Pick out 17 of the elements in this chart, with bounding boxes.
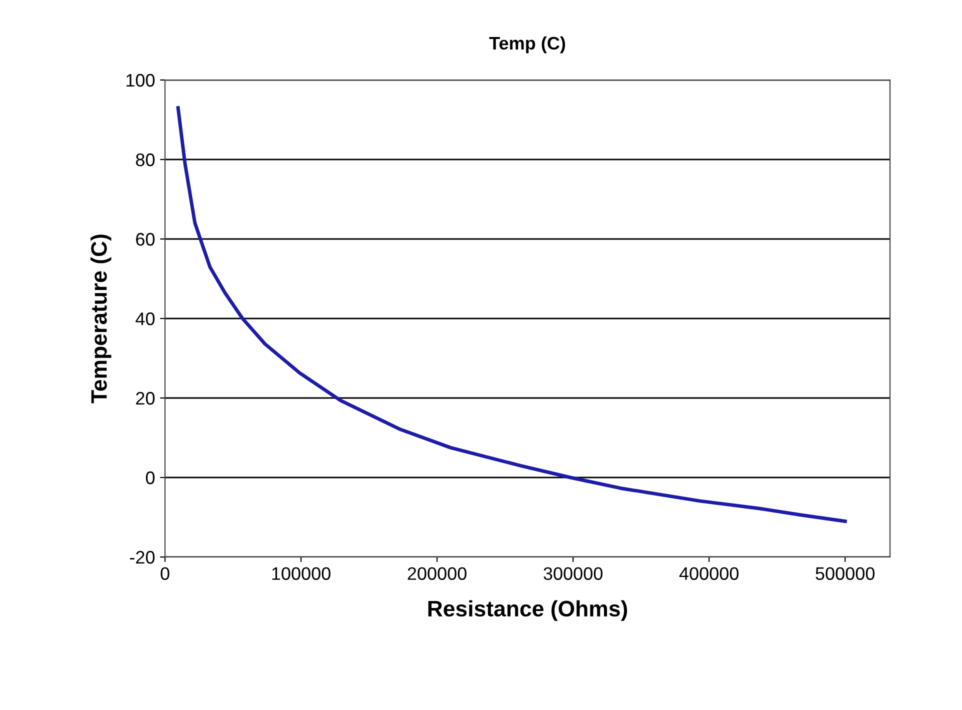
x-tick-label: 400000 [679, 567, 739, 580]
chart-title: Temp (C) [489, 36, 566, 54]
x-tick-label: 300000 [544, 567, 602, 580]
y-tick-label: 80 [136, 153, 155, 166]
y-tick-label: 0 [146, 471, 155, 484]
y-tick-label: 60 [136, 232, 155, 246]
x-tick-label: 500000 [816, 567, 875, 580]
line-series [176, 106, 847, 523]
y-axis-title: Temperature (C) [90, 234, 112, 404]
y-tick-label: -20 [130, 550, 155, 564]
x-tick-label: 0 [160, 567, 170, 580]
y-tick-label: 40 [136, 312, 155, 326]
x-tick-label: 100000 [272, 567, 330, 580]
y-tick-label: 20 [136, 392, 155, 405]
y-tick-label: 100 [126, 74, 155, 87]
x-tick-label: 200000 [408, 567, 466, 580]
x-axis-title: Resistance (Ohms) [428, 600, 628, 621]
